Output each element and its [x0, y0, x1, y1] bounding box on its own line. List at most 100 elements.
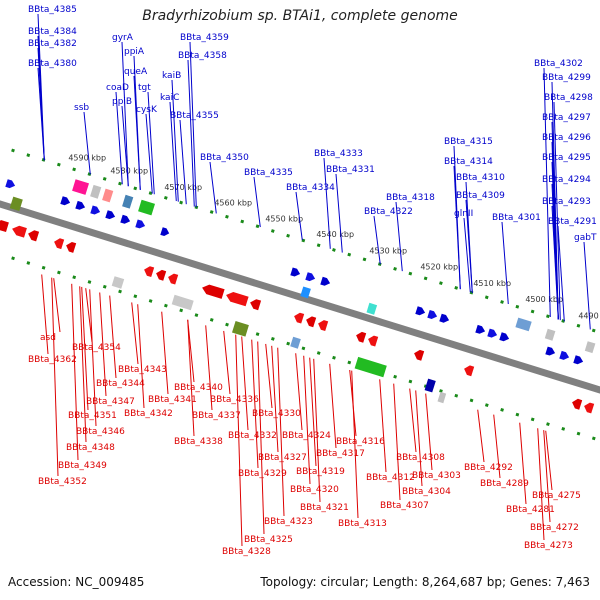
forward-gene-label: BBta_4318	[386, 193, 435, 203]
forward-leader-line	[169, 101, 177, 202]
reverse-gene-label: asd	[40, 333, 56, 343]
reverse-gene-label: BBta_4325	[244, 535, 293, 545]
reverse-leader-line	[131, 302, 139, 365]
reverse-leader-line	[543, 430, 551, 523]
reverse-leader-line	[265, 343, 273, 409]
reverse-gene-arrow	[226, 292, 249, 307]
forward-gene-label: BBta_4359	[180, 33, 229, 43]
reverse-gene-label: BBta_4316	[336, 437, 385, 447]
reverse-leader-line	[71, 283, 79, 461]
reverse-leader-line	[41, 274, 49, 355]
feature-box	[300, 286, 311, 299]
reverse-leader-line	[393, 383, 401, 501]
forward-gene-label: gyrA	[112, 33, 134, 43]
forward-gene-label: BBta_4380	[28, 59, 77, 69]
reverse-gene-label: BBta_4304	[402, 487, 451, 497]
forward-leader-line	[147, 91, 155, 195]
kbp-tick-label: 4570 kbp	[164, 183, 202, 192]
feature-box	[9, 196, 23, 211]
topology-text: Topology: circular; Length: 8,264,687 bp…	[260, 575, 590, 589]
reverse-leader-line	[205, 325, 213, 411]
reverse-gene-label: BBta_4312	[366, 473, 415, 483]
forward-leader-line	[553, 101, 561, 321]
forward-leader-line	[583, 241, 591, 330]
forward-gene-label: BBta_4302	[534, 59, 583, 69]
forward-leader-line	[121, 41, 129, 187]
reverse-gene-arrow	[156, 269, 167, 281]
reverse-gene-label: BBta_4275	[532, 491, 581, 501]
forward-gene-arrow	[305, 272, 316, 282]
feature-box	[111, 276, 125, 289]
forward-gene-arrow	[427, 310, 438, 319]
forward-gene-arrow	[290, 267, 301, 277]
forward-gene-arrow	[573, 355, 584, 365]
forward-gene-arrow	[487, 328, 498, 338]
reverse-gene-label: BBta_4303	[412, 471, 461, 481]
kbp-tick-label: 4540 kbp	[316, 230, 354, 239]
reverse-leader-line	[277, 347, 285, 517]
forward-gene-arrow	[135, 219, 146, 229]
reverse-gene-label: BBta_4342	[124, 409, 173, 419]
reverse-gene-label: BBta_4321	[300, 503, 349, 513]
feature-box	[584, 341, 596, 354]
forward-gene-label: BBta_4298	[544, 93, 593, 103]
forward-leader-line	[37, 67, 45, 161]
reverse-gene-arrow	[294, 312, 305, 324]
reverse-leader-line	[251, 339, 259, 469]
reverse-gene-arrow	[28, 230, 40, 242]
reverse-leader-line	[329, 363, 337, 449]
reverse-leader-line	[313, 358, 321, 503]
forward-leader-line	[395, 201, 403, 272]
reverse-gene-label: BBta_4351	[68, 411, 117, 421]
forward-gene-arrow	[559, 350, 570, 360]
reverse-gene-label: BBta_4289	[480, 479, 529, 489]
forward-gene-arrow	[105, 210, 116, 220]
reverse-gene-label: BBta_4362	[28, 355, 77, 365]
reverse-gene-arrow	[306, 316, 317, 328]
reverse-gene-label: BBta_4341	[148, 395, 197, 405]
reverse-gene-label: BBta_4332	[228, 431, 277, 441]
feature-box	[290, 336, 301, 349]
accession-text: Accession: NC_009485	[8, 575, 145, 589]
forward-gene-arrow	[439, 313, 450, 323]
reverse-leader-line	[53, 278, 61, 333]
kbp-tick-label: 4510 kbp	[473, 279, 511, 288]
forward-leader-line	[551, 205, 559, 320]
forward-gene-label: BBta_4297	[542, 113, 591, 123]
forward-gene-label: BBta_4322	[364, 207, 413, 217]
reverse-leader-line	[79, 286, 87, 443]
forward-gene-label: ssb	[74, 103, 89, 113]
reverse-gene-arrow	[572, 398, 583, 410]
reverse-gene-label: BBta_4319	[296, 467, 345, 477]
reverse-gene-label: BBta_4349	[58, 461, 107, 471]
forward-leader-line	[115, 91, 123, 185]
reverse-leader-line	[81, 286, 89, 411]
forward-gene-label: gabT	[574, 233, 597, 243]
feature-box	[171, 294, 194, 311]
forward-gene-label: BBta_4382	[28, 39, 77, 49]
reverse-gene-arrow	[12, 225, 27, 238]
forward-gene-arrow	[5, 179, 16, 189]
reverse-leader-line	[537, 428, 545, 541]
feature-box	[138, 199, 155, 216]
forward-gene-arrow	[120, 214, 131, 224]
forward-gene-label: BBta_4295	[542, 153, 591, 163]
reverse-leader-line	[99, 292, 107, 397]
forward-gene-label: BBta_4355	[170, 111, 219, 121]
reverse-leader-line	[271, 345, 279, 453]
reverse-leader-line	[85, 288, 93, 343]
reverse-gene-label: BBta_4317	[316, 449, 365, 459]
forward-gene-label: BBta_4384	[28, 27, 77, 37]
forward-gene-label: BBta_4385	[28, 5, 77, 15]
forward-gene-label: BBta_4331	[326, 165, 375, 175]
reverse-gene-arrow	[368, 335, 379, 347]
feature-box	[366, 302, 378, 315]
reverse-leader-line	[257, 341, 265, 535]
forward-gene-arrow	[499, 332, 510, 342]
forward-leader-line	[189, 41, 197, 208]
feature-box	[354, 356, 387, 378]
forward-leader-line	[373, 215, 381, 265]
reverse-gene-label: BBta_4340	[174, 383, 223, 393]
reverse-leader-line	[89, 289, 97, 427]
